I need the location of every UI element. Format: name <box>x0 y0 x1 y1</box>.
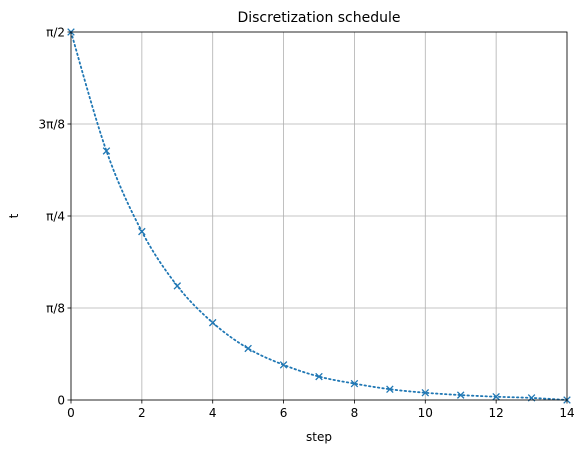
y-axis-label: t <box>7 213 21 218</box>
y-tick-label: 0 <box>57 394 65 408</box>
y-tick-label: 3π/8 <box>38 118 65 132</box>
y-tick-label: π/4 <box>46 210 65 224</box>
y-tick-label: π/8 <box>46 302 65 316</box>
x-axis-label: step <box>306 430 332 444</box>
x-tick-label: 2 <box>138 406 146 420</box>
x-tick-label: 14 <box>559 406 574 420</box>
y-tick-label: π/2 <box>46 26 65 40</box>
x-tick-label: 4 <box>209 406 217 420</box>
x-tick-label: 6 <box>280 406 288 420</box>
x-tick-label: 0 <box>67 406 75 420</box>
x-tick-label: 8 <box>351 406 359 420</box>
x-tick-label: 10 <box>418 406 433 420</box>
x-tick-label: 12 <box>489 406 504 420</box>
chart-title: Discretization schedule <box>237 10 400 26</box>
